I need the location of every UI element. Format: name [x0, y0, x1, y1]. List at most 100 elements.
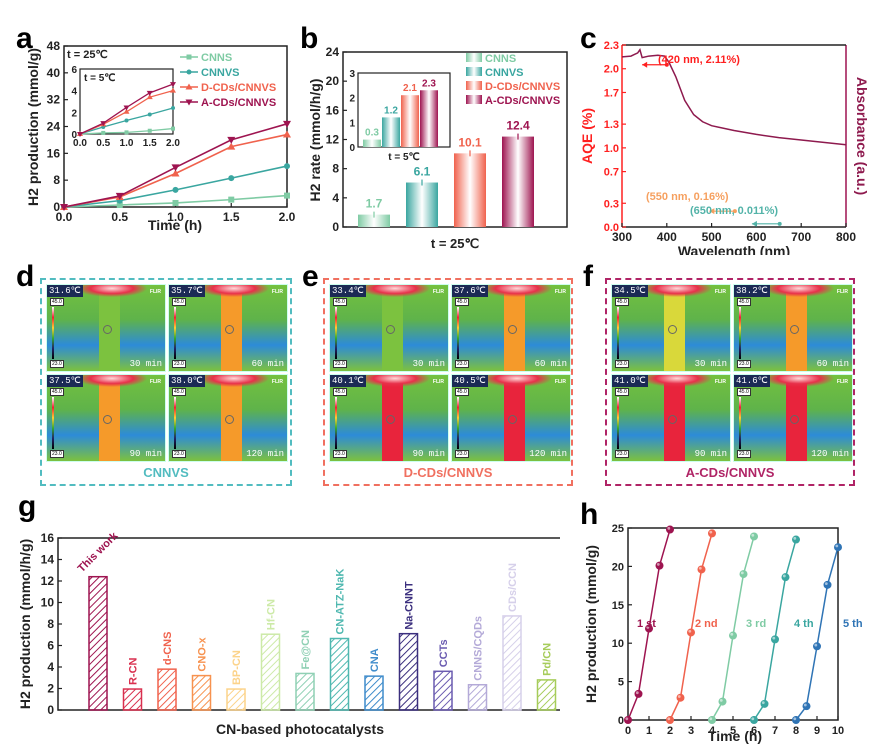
aqe-arrowhead: [642, 61, 648, 68]
y-axis-label: H2 rate (mmol/h/g): [307, 79, 323, 202]
y-tick-label: 16: [41, 531, 55, 545]
scale-min-label: 23.0: [737, 450, 751, 458]
x-tick-label: 0.5: [111, 210, 128, 224]
y-tick-label: 10: [612, 638, 624, 650]
bar-CNNVS: [406, 182, 438, 227]
cycle-point: [802, 702, 811, 711]
scale-max-label: 45.0: [333, 298, 347, 306]
legend-marker: [185, 83, 193, 90]
x-tick-label: 6: [751, 725, 757, 737]
aqe-arrowhead: [709, 208, 715, 215]
inset-data-point: [124, 130, 129, 135]
inset-y-tick-label: 1: [349, 118, 355, 129]
data-point: [171, 169, 180, 177]
point-highlight: [772, 636, 776, 640]
y-tick-label: 25: [612, 523, 624, 535]
cycle-point: [666, 716, 674, 724]
cycle-point: [655, 561, 664, 570]
scale-max-label: 45.0: [737, 298, 751, 306]
scale-min-label: 23.0: [455, 360, 469, 368]
bar-category-label: This work: [76, 529, 121, 574]
color-scale-bar: [739, 307, 741, 359]
y-tick-label: 0.0: [604, 222, 619, 234]
bar-CN-ATZ-NaK: [329, 637, 350, 711]
legend-label: A-CDs/CNNVS: [201, 97, 276, 109]
thermal-panel-a-cds: 34.5℃ 30 min FLIR 45.0 23.0 38.2℃ 60 min FLIR 45…: [605, 278, 855, 486]
scale-min-label: 23.0: [172, 360, 186, 368]
y-tick-label: 2: [47, 682, 54, 696]
cycle-point: [834, 543, 842, 552]
legend-marker: [185, 99, 193, 106]
inset-bar-value-label: 1.2: [384, 105, 398, 116]
y-tick-label: 24: [47, 120, 61, 134]
thermal-time-label: 30 min: [129, 359, 162, 369]
legend-label: CNNS: [485, 53, 516, 65]
color-scale-bar: [739, 397, 741, 449]
scale-max-label: 45.0: [333, 388, 347, 396]
thermal-temperature-readout: 41.0℃: [612, 375, 648, 387]
color-scale-bar: [174, 397, 176, 449]
x-tick-label: 0.0: [56, 210, 73, 224]
chart-c-aqe-absorbance: 0.0 0.3 0.7 1.0 1.3 1.7 2.0 2.3 300 400 500 600 700 8…: [579, 40, 870, 255]
bar-BP-CN: [226, 688, 246, 711]
bar-category-label: CNA: [369, 648, 381, 672]
y-tick-label: 0.7: [604, 167, 619, 179]
bar-value-label: 12.4: [506, 119, 530, 133]
panel-label-e: e: [302, 260, 319, 293]
thermal-image: 40.1℃ 90 min FLIR 45.0 23.0: [329, 374, 449, 462]
bar-Pd/CN: [536, 679, 557, 711]
inset-x-tick-label: 0.5: [96, 138, 110, 149]
y-axis-label: H2 production (mmol/g): [25, 48, 41, 206]
y-tick-label: 12: [326, 133, 340, 147]
scale-max-label: 45.0: [50, 298, 64, 306]
aqe-arrowhead: [751, 220, 757, 227]
point-highlight: [751, 717, 755, 721]
inset-y-tick-label: 0: [71, 130, 77, 141]
annotation: t = 25℃: [67, 49, 108, 61]
y-tick-label: 1.0: [604, 143, 619, 155]
y-tick-label: 2.0: [604, 64, 619, 76]
legend-swatch: [466, 53, 482, 62]
color-scale-bar: [52, 397, 54, 449]
x-tick-label: 10: [832, 725, 844, 737]
y-tick-label: 6: [47, 639, 54, 653]
point-highlight: [719, 698, 723, 702]
scale-min-label: 23.0: [50, 360, 64, 368]
point-highlight: [646, 626, 650, 629]
inset-bar: [420, 90, 438, 147]
bar-category-label: CDs/CCN: [507, 563, 519, 612]
cycle-line-5: [795, 546, 839, 721]
legend-label: D-CDs/CNNVS: [201, 82, 276, 94]
inset-x-tick-label: 1.0: [120, 138, 134, 149]
legend-swatch: [466, 95, 482, 104]
thermal-image: 34.5℃ 30 min FLIR 45.0 23.0: [611, 284, 731, 372]
inset-data-point: [100, 121, 107, 127]
x-tick-label: 2.0: [279, 210, 296, 224]
cycle-label: 2 nd: [695, 618, 718, 630]
thermal-temperature-readout: 38.2℃: [734, 285, 770, 297]
data-point: [283, 130, 291, 138]
y-tick-label: 10: [41, 596, 55, 610]
thermal-image: 37.6℃ 60 min FLIR 45.0 23.0: [451, 284, 571, 372]
y-tick-label: 5: [618, 677, 624, 689]
cycle-point: [750, 716, 758, 724]
y-axis-label: H2 production (mmol/g): [583, 545, 599, 703]
point-highlight: [814, 643, 818, 647]
bar-CNNS/CQDs: [467, 683, 488, 711]
inset-x-tick-label: 0.0: [73, 138, 87, 149]
cycle-point: [823, 580, 832, 589]
bar-CDs/CCN: [502, 615, 522, 711]
thermal-image: 31.6℃ 30 min FLIR 45.0 23.0: [46, 284, 166, 372]
bar-category-label: CCTs: [438, 639, 450, 667]
measurement-spot-icon: [386, 325, 395, 334]
measurement-spot-icon: [508, 325, 517, 334]
panel-label-h: h: [580, 498, 599, 531]
cycle-point: [750, 532, 758, 541]
y-tick-label: 1.7: [604, 87, 619, 99]
point-highlight: [835, 544, 839, 548]
x-tick-label: 1.5: [223, 210, 240, 224]
legend-marker: [186, 69, 192, 75]
cycle-point: [708, 529, 716, 538]
point-highlight: [625, 717, 629, 721]
